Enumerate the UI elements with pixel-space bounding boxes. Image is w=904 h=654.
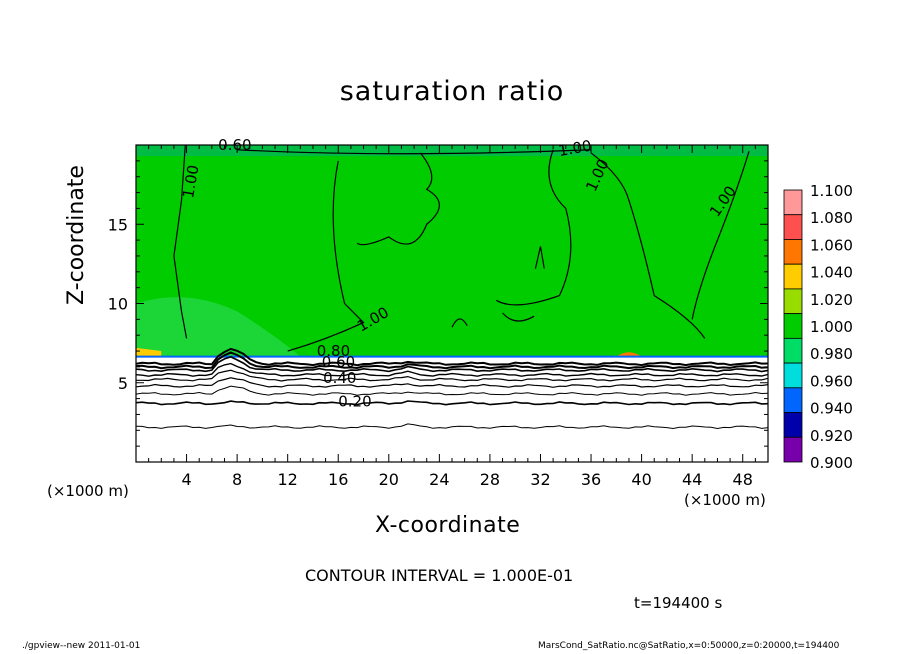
- contour-label: 1.00: [179, 164, 203, 200]
- contour-line: [136, 423, 768, 430]
- y-tick-label: 5: [118, 374, 128, 393]
- field-patch-lowleft: [136, 297, 301, 357]
- colorbar-label: 0.960: [810, 372, 853, 390]
- colorbar-label: 0.900: [810, 454, 853, 472]
- field-patch-orange: [616, 352, 642, 357]
- x-unit-left: (×1000 m): [47, 482, 129, 500]
- colorbar-label: 1.080: [810, 209, 853, 227]
- colorbar: 1.100 1.080 1.060 1.040 1.020 1.000 0.980 0.960…: [783, 182, 853, 472]
- x-axis-label: X-coordinate: [375, 513, 521, 538]
- colorbar-label: 1.020: [810, 291, 853, 309]
- colorbar-swatch: [783, 214, 803, 240]
- colorbar-label: 0.940: [810, 400, 853, 418]
- x-tick-label: 4: [181, 470, 191, 489]
- contour-line: [136, 351, 768, 370]
- x-tick-label: 28: [480, 470, 500, 489]
- y-tick-label: 15: [108, 215, 128, 234]
- contour-line-1-00: [287, 160, 365, 352]
- contour-line: [136, 347, 768, 367]
- contour-interval-text: CONTOUR INTERVAL = 1.000E-01: [305, 566, 574, 585]
- x-tick-label: 20: [379, 470, 399, 489]
- time-stamp: t=194400 s: [634, 594, 723, 612]
- x-tick-label: 40: [631, 470, 651, 489]
- colorbar-label: 1.060: [810, 236, 853, 254]
- x-tick-label: 32: [530, 470, 550, 489]
- colorbar-label: 1.000: [810, 318, 853, 336]
- contour-label: 0.80: [317, 342, 350, 360]
- contour-line: [136, 356, 768, 373]
- contour-label: 0.60: [322, 353, 355, 371]
- contour-label: 0.40: [323, 369, 356, 387]
- plot-area: 1.001.001.001.001.000.800.600.400.200.60: [136, 136, 768, 430]
- colorbar-swatch: [783, 239, 803, 265]
- contour-line: [136, 362, 768, 377]
- x-tick-label: 36: [581, 470, 601, 489]
- chart-title: saturation ratio: [339, 76, 565, 107]
- colorbar-swatch: [783, 412, 803, 438]
- colorbar-swatch: [783, 436, 803, 463]
- contour-line: [136, 377, 768, 388]
- contour-line-1-00: [495, 149, 572, 306]
- contour-line-1-00: [451, 318, 468, 328]
- contour-label: 0.20: [338, 393, 371, 411]
- colorbar-swatch: [783, 337, 803, 364]
- field-group: [136, 145, 768, 430]
- y-axis-label: Z-coordinate: [64, 165, 89, 305]
- colorbar-swatch: [783, 387, 803, 413]
- colorbar-swatch: [783, 189, 803, 216]
- x-tick-label: 44: [682, 470, 702, 489]
- x-unit-right: (×1000 m): [684, 491, 766, 509]
- colorbar-label: 0.920: [810, 427, 853, 445]
- x-tick-label: 24: [429, 470, 449, 489]
- colorbar-label: 1.040: [810, 264, 853, 282]
- colorbar-swatch: [783, 288, 803, 315]
- contour-line: [136, 400, 768, 406]
- colorbar-swatch: [783, 362, 803, 389]
- contour-line-1-00: [356, 152, 440, 246]
- x-tick-label: 8: [232, 470, 242, 489]
- footer-left: ./gpview--new 2011-01-01: [22, 641, 141, 651]
- contour-line-1-00: [502, 312, 535, 322]
- top-band: [136, 145, 768, 157]
- colorbar-label: 0.980: [810, 345, 853, 363]
- contour-line-1-00: [691, 151, 750, 320]
- contour-line-1-00: [237, 149, 592, 155]
- x-tick-label: 16: [328, 470, 348, 489]
- field-patch-yellow: [136, 347, 162, 357]
- colorbar-swatch: [783, 313, 803, 339]
- colorbar-swatch: [783, 263, 803, 290]
- contour-line-1-00: [590, 152, 706, 339]
- contour-line: [136, 385, 768, 396]
- contour-line: [136, 369, 768, 382]
- contour-line-1-00: [173, 145, 188, 339]
- y-tick-label: 10: [108, 295, 128, 314]
- x-tick-label: 12: [278, 470, 298, 489]
- x-tick-label: 48: [733, 470, 753, 489]
- colorbar-label: 1.100: [810, 182, 853, 200]
- footer-right: MarsCond_SatRatio.nc@SatRatio,x=0:50000,…: [538, 641, 840, 651]
- contour-label: 1.00: [557, 137, 593, 161]
- contour-line-1-00: [534, 246, 545, 269]
